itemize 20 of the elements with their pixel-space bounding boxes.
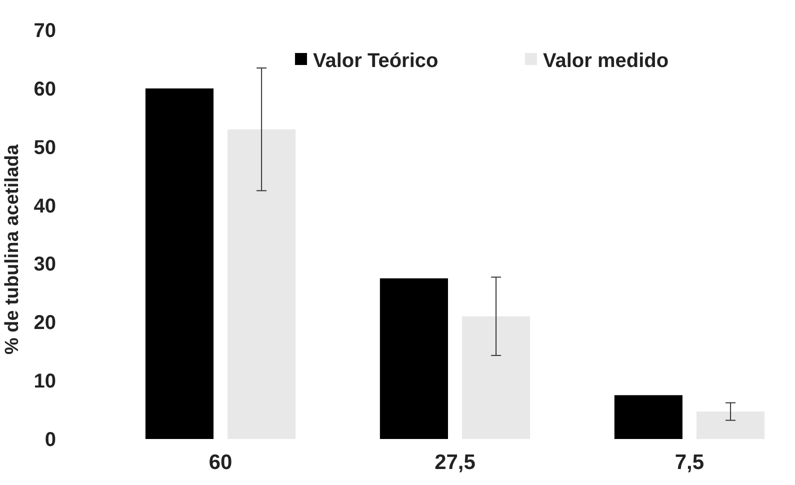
x-tick-label: 27,5 bbox=[434, 451, 476, 474]
legend-label: Valor Teórico bbox=[313, 50, 438, 72]
y-tick-label: 20 bbox=[34, 312, 56, 334]
bar bbox=[228, 129, 296, 439]
y-tick-label: 40 bbox=[34, 195, 56, 218]
x-tick-label: 60 bbox=[208, 451, 232, 474]
y-axis-title: % de tubulina acetilada bbox=[2, 144, 23, 355]
bar bbox=[380, 278, 448, 439]
bar bbox=[614, 395, 682, 439]
bar bbox=[696, 412, 765, 439]
y-tick-label: 30 bbox=[34, 254, 56, 276]
bar bbox=[145, 88, 214, 439]
bar bbox=[462, 316, 530, 439]
y-tick-label: 0 bbox=[44, 429, 56, 451]
y-tick-label: 70 bbox=[34, 20, 56, 42]
y-tick-label: 10 bbox=[34, 370, 56, 393]
x-tick-label: 7,5 bbox=[674, 451, 704, 474]
legend-label: Valor medido bbox=[543, 50, 669, 72]
y-tick-label: 60 bbox=[34, 78, 56, 100]
y-tick-label: 50 bbox=[34, 136, 56, 159]
